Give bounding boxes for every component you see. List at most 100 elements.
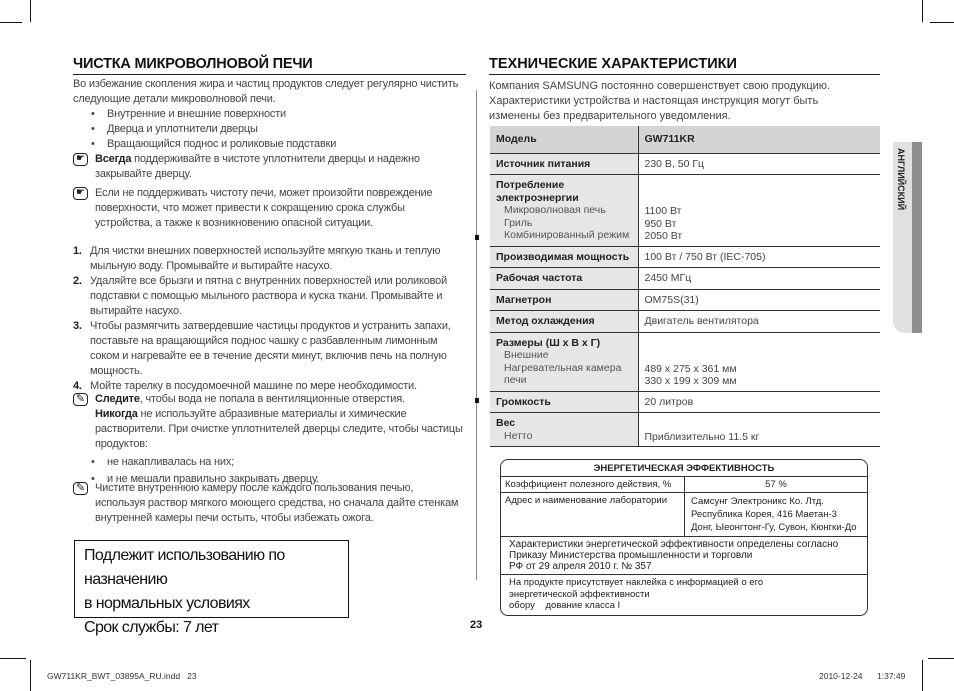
- cleaning-intro: Во избежание скопления жира и частиц про…: [73, 78, 459, 105]
- note-always: ☛ Всегда поддерживайте в чистоте уплотнит…: [73, 152, 466, 182]
- list-item: не накапливалась на них;: [73, 455, 466, 470]
- lab-line: Самсунг Электроникс Ко. Лтд.: [691, 496, 824, 507]
- spec-value: 20 литров: [638, 391, 880, 413]
- pencil-note-icon: ✎: [73, 393, 88, 406]
- center-mark: [475, 398, 479, 403]
- spec-value: 2050 Вт: [644, 230, 683, 242]
- step-3: 3. Чтобы размягчить затвердевшие частицы …: [73, 319, 466, 379]
- spec-label: Источник питания: [490, 153, 639, 175]
- box-line: Срок службы: 7 лет: [84, 619, 219, 636]
- spec-label: Рабочая частота: [490, 267, 639, 290]
- spec-sublabel: Нетто: [504, 429, 533, 442]
- table-row: Потребление электроэнергии Микроволновая …: [490, 174, 880, 247]
- spec-sublabel: Комбинированный режим: [504, 229, 630, 241]
- list-item: Вращающийся поднос и роликовые подставки: [73, 137, 466, 152]
- note-text: , чтобы вода не попала в вентиляционные …: [139, 393, 405, 405]
- spec-label: Громкость: [490, 391, 639, 413]
- lab-line: Республика Корея, 416 Маетан-3: [691, 509, 837, 520]
- cleaning-header: ЧИСТКА МИКРОВОЛНОВОЙ ПЕЧИ: [73, 56, 466, 75]
- table-row: Магнетрон OM75S(31): [490, 289, 880, 311]
- spec-label: Метод охлаждения: [490, 310, 639, 333]
- spec-value: 1100 Вт: [644, 205, 682, 217]
- spec-label: Размеры (Ш x В x Г): [496, 336, 601, 349]
- language-tab-label: АНГЛИЙСКИЙ: [896, 148, 906, 211]
- note-bold: Всегда: [95, 153, 132, 165]
- step-number: 3.: [73, 320, 82, 332]
- crop-mark: [922, 0, 923, 22]
- crop-mark: [928, 658, 954, 659]
- crop-mark: [0, 22, 22, 23]
- note-damage: ☛ Если не поддерживать чистоту печи, може…: [73, 186, 466, 231]
- footer-date: 2010-12-24: [819, 671, 863, 681]
- efficiency-value: 57 %: [765, 479, 787, 490]
- spec-value: Двигатель вентилятора: [638, 310, 880, 333]
- cleaning-steps: 1. Для чистки внешних поверхностей исполь…: [73, 244, 466, 394]
- table-row: Громкость 20 литров: [490, 391, 880, 413]
- specs-title: ТЕХНИЧЕСКИЕ ХАРАКТЕРИСТИКИ: [489, 56, 880, 75]
- footer-time: 1:37:49: [877, 671, 906, 681]
- list-item: Дверца и уплотнители дверцы: [73, 122, 466, 137]
- spec-label: Потребление электроэнергии: [496, 179, 579, 204]
- specs-section: ТЕХНИЧЕСКИЕ ХАРАКТЕРИСТИКИ Компания SAMS…: [489, 56, 880, 124]
- table-row: Размеры (Ш x В x Г) Внешние Нагревательная…: [490, 332, 880, 392]
- sticker-line: обору дование класса I: [509, 600, 621, 611]
- footer-filename: GW711KR_BWT_03895A_RU.indd 23: [47, 671, 197, 681]
- table-row: Вес Нетто Приблизительно 11.5 кг: [490, 412, 880, 447]
- step-number: 1.: [73, 245, 82, 257]
- spec-value: OM75S(31): [638, 289, 880, 311]
- spec-sublabel: Микроволновая печь: [504, 204, 606, 216]
- spec-value: Приблизительно 11.5 кг: [638, 412, 880, 447]
- spec-sublabel: Внешние: [504, 349, 549, 361]
- note-bold: Следите: [95, 393, 140, 405]
- spec-value: 2450 МГц: [638, 267, 880, 290]
- spec-sublabel: Гриль: [504, 216, 533, 229]
- energy-efficiency-box: ЭНЕРГЕТИЧЕСКАЯ ЭФФЕКТИВНОСТЬ Коэффициент…: [500, 459, 868, 616]
- crop-mark: [922, 660, 923, 691]
- pointing-hand-icon: ☛: [73, 153, 88, 166]
- note-bold: Никогда: [95, 408, 138, 420]
- cleaning-intro-block: Во избежание скопления жира и частиц про…: [73, 77, 466, 152]
- box-line: в нормальных условиях: [84, 595, 250, 612]
- note-ventilation: ✎ Следите, чтобы вода не попала в вентиля…: [73, 392, 466, 487]
- lab-line: Донг, Ыеонгтонг-Гу, Сувон, Кюнгки-До: [691, 522, 857, 533]
- language-tab: АНГЛИЙСКИЙ: [893, 142, 922, 333]
- specs-table: Модель GW711KR Источник питания 230 В, 50 …: [490, 126, 880, 447]
- page-number: 23: [470, 619, 483, 631]
- note-interior: ✎ Чистите внутреннюю камеру после каждого…: [73, 481, 466, 526]
- spec-label: Магнетрон: [490, 289, 639, 311]
- efficiency-label: Коэффициент полезного действия, %: [501, 477, 685, 492]
- step-4: 4. Мойте тарелку в посудомоечной машине п…: [73, 379, 466, 394]
- center-guide: [476, 90, 477, 580]
- spec-value: 330 x 199 x 309 мм: [644, 375, 737, 387]
- pencil-note-icon: ✎: [73, 482, 88, 495]
- note-text: Чистите внутреннюю камеру после каждого …: [95, 482, 459, 524]
- model-value: GW711KR: [638, 126, 880, 154]
- box-line: Подлежит использованию по назначению: [84, 547, 285, 588]
- service-life-box: Подлежит использованию по назначению в н…: [74, 540, 349, 636]
- table-row: Метод охлаждения Двигатель вентилятора: [490, 310, 880, 333]
- step-1: 1. Для чистки внешних поверхностей исполь…: [73, 244, 466, 274]
- table-row: Источник питания 230 В, 50 Гц: [490, 153, 880, 175]
- specs-intro: Компания SAMSUNG постоянно совершенствуе…: [489, 80, 831, 122]
- decree-line: Характеристики энергетической эффективно…: [509, 539, 839, 550]
- step-number: 4.: [73, 380, 82, 392]
- decree-line: Приказу Министерства промышленности и то…: [509, 550, 753, 561]
- lab-label: Адрес и наименование лаборатории: [501, 493, 685, 536]
- crop-mark: [30, 0, 31, 22]
- table-row: Модель GW711KR: [490, 126, 880, 154]
- cleaning-title: ЧИСТКА МИКРОВОЛНОВОЙ ПЕЧИ: [73, 56, 466, 75]
- spec-label: Вес: [496, 417, 516, 429]
- crop-mark: [30, 660, 31, 691]
- table-row: Производимая мощность 100 Вт / 750 Вт (IE…: [490, 246, 880, 268]
- spec-value: 230 В, 50 Гц: [638, 153, 880, 175]
- table-row: Рабочая частота 2450 МГц: [490, 267, 880, 290]
- spec-value: 950 Вт: [644, 217, 677, 230]
- energy-title: ЭНЕРГЕТИЧЕСКАЯ ЭФФЕКТИВНОСТЬ: [593, 463, 775, 474]
- model-label: Модель: [490, 126, 639, 154]
- crop-mark: [0, 658, 26, 659]
- spec-value: 100 Вт / 750 Вт (IEC-705): [638, 246, 880, 268]
- spec-value: 489 x 275 x 361 мм: [644, 362, 737, 375]
- sticker-line: энергетической эффективности: [509, 588, 650, 600]
- note-text: Если не поддерживать чистоту печи, может…: [95, 187, 433, 229]
- decree-line: РФ от 29 апреля 2010 г. № 357: [509, 561, 652, 572]
